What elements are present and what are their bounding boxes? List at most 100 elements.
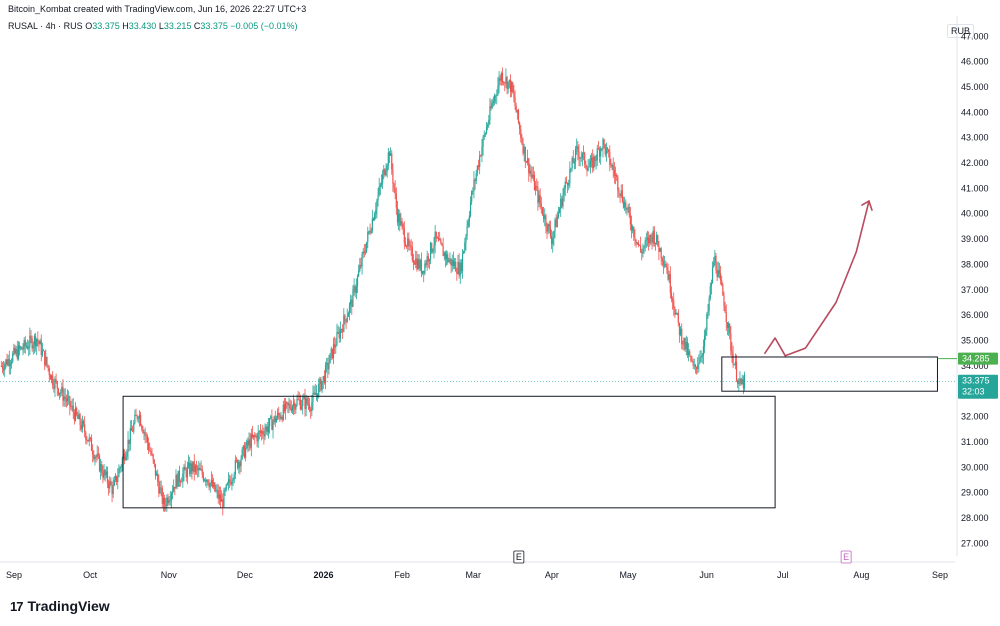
candle-body	[145, 435, 147, 437]
candle-body	[183, 466, 185, 474]
candle-body	[53, 385, 55, 389]
candle-body	[171, 491, 174, 494]
candle-body	[451, 260, 453, 266]
candle-body	[55, 379, 57, 382]
close-value: 33.375	[200, 21, 228, 31]
candle-body	[426, 256, 428, 265]
candle-body	[624, 202, 626, 208]
candle-body	[74, 408, 77, 421]
candle-body	[128, 439, 130, 444]
candle-body	[358, 271, 360, 277]
earnings-event-icon	[513, 550, 525, 564]
candle-body	[401, 220, 403, 224]
candle-body	[259, 431, 262, 434]
candle-body	[330, 348, 332, 354]
candle-body	[721, 280, 723, 285]
candle-body	[416, 258, 418, 269]
candle-body	[386, 165, 388, 171]
candle-body	[155, 473, 158, 476]
candle-body	[605, 148, 607, 155]
candle-body	[668, 274, 670, 280]
candle-body	[684, 337, 686, 350]
candle-body	[153, 459, 155, 464]
candle-body	[611, 165, 613, 167]
candle-body	[120, 466, 122, 468]
time-tick-label: Oct	[83, 570, 98, 580]
candle-body	[396, 207, 399, 223]
candle-body	[163, 498, 166, 505]
candle-body	[375, 209, 377, 215]
candle-body	[674, 308, 676, 315]
candle-body	[531, 174, 533, 178]
candle-body	[665, 264, 667, 268]
candle-body	[40, 340, 42, 356]
symbol-label[interactable]: RUSAL · 4h · RUS	[8, 21, 83, 31]
candle-body	[450, 258, 452, 266]
candle-body	[702, 346, 705, 356]
candle-body	[617, 176, 619, 191]
candle-body	[302, 398, 304, 407]
candle-body	[412, 260, 415, 263]
candle-body	[144, 432, 146, 436]
candle-body	[577, 146, 579, 152]
candle-body	[727, 323, 730, 328]
candle-body	[271, 416, 273, 430]
candle-body	[355, 286, 357, 293]
candle-body	[37, 338, 39, 342]
candle-body	[60, 392, 62, 394]
candle-body	[313, 392, 315, 394]
candle-body	[603, 139, 605, 145]
candle-body	[242, 445, 244, 450]
price-tick-label: 47.000	[961, 31, 989, 41]
candle-body	[368, 231, 370, 233]
candle-body	[219, 494, 222, 502]
candle-body	[609, 152, 611, 165]
candle-body	[49, 375, 52, 380]
candle-body	[339, 329, 341, 339]
currency-label[interactable]: RUB	[946, 24, 974, 38]
candle-body	[247, 440, 249, 446]
tradingview-brand[interactable]: 17 TradingView	[10, 598, 110, 614]
candle-body	[186, 466, 189, 478]
candle-body	[46, 356, 48, 366]
candle-body	[548, 223, 550, 228]
candle-body	[26, 346, 29, 349]
candle-body	[521, 137, 523, 144]
candle-body	[626, 208, 628, 210]
price-tick-label: 31.000	[961, 437, 989, 447]
candle-body	[662, 261, 665, 266]
candle-body	[81, 421, 83, 430]
candle-body	[490, 106, 492, 108]
candle-body	[255, 435, 257, 437]
candle-body	[217, 490, 219, 499]
candle-body	[600, 148, 602, 157]
change-value: −0.005 (−0.01%)	[230, 21, 298, 31]
candle-body	[630, 224, 633, 231]
candle-body	[651, 236, 653, 243]
candle-body	[295, 405, 297, 410]
candle-body	[614, 174, 617, 176]
candle-body	[597, 148, 599, 150]
candle-body	[294, 402, 296, 410]
candle-body	[657, 235, 659, 246]
candle-body	[119, 467, 121, 469]
candle-body	[182, 473, 184, 482]
candle-body	[463, 251, 465, 254]
candle-body	[202, 474, 204, 481]
candle-body	[722, 284, 724, 296]
support-zone-rectangle	[122, 395, 776, 509]
candle-body	[308, 404, 311, 410]
candle-body	[57, 388, 59, 395]
candle-body	[85, 432, 87, 440]
candle-body	[522, 143, 524, 154]
candle-body	[240, 458, 242, 467]
candle-body	[344, 315, 346, 320]
candle-body	[80, 424, 82, 430]
candle-body	[687, 351, 690, 355]
candle-body	[226, 483, 228, 485]
candle-body	[328, 363, 330, 370]
price-tag-last-text: 33.375	[962, 376, 990, 386]
candle-body	[201, 469, 203, 475]
candle-body	[711, 266, 714, 283]
